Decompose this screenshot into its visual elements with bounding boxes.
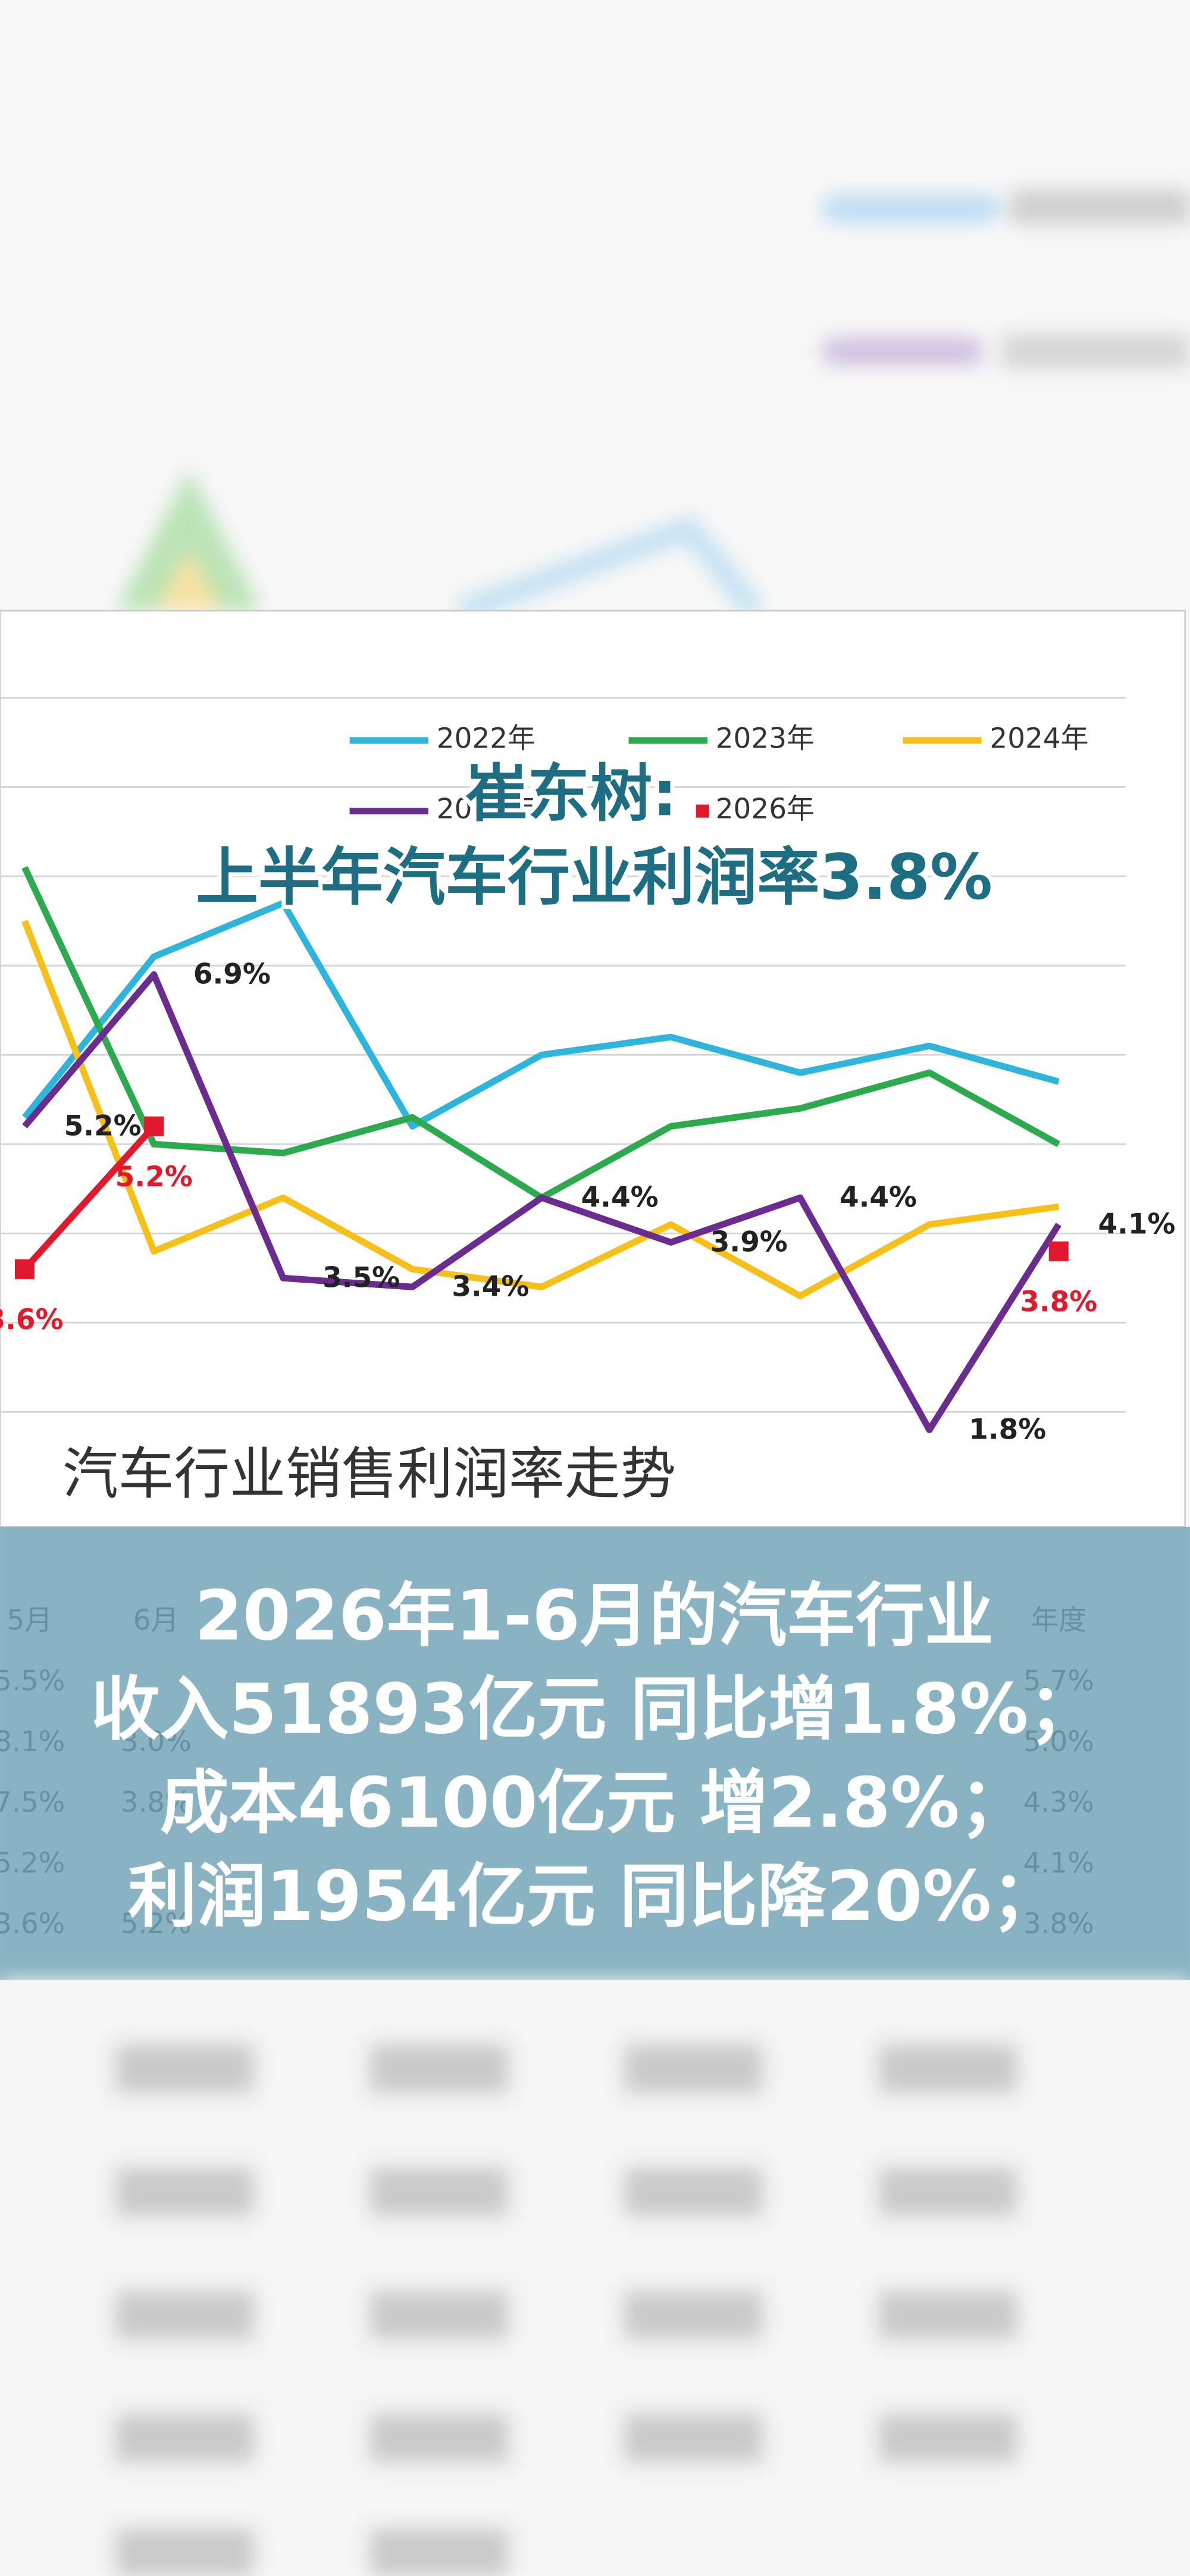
legend: 2022年 2023年 2024年 2025年 2026年 xyxy=(349,723,1089,826)
legend-label: 2024年 xyxy=(989,723,1088,755)
caption-overlay xyxy=(0,1527,1190,1980)
legend-swatch xyxy=(696,804,709,818)
caption-line: 成本46100亿元 增2.8%； xyxy=(160,1763,1029,1843)
point-marker xyxy=(14,1259,35,1279)
data-label: 3.9% xyxy=(710,1226,788,1259)
plot-area: 5.2% 6.9% 3.5% 3.4% 4.4% 3.9% 4.4% 1.8% 4.1% 3.6%… xyxy=(0,865,1175,1446)
legend-label: 2023年 xyxy=(716,723,815,755)
data-label: 6.9% xyxy=(193,958,271,991)
blurred-background xyxy=(0,0,1190,622)
caption-line: 收入51893亿元 同比增1.8%； xyxy=(91,1670,1097,1750)
point-marker xyxy=(144,1116,164,1136)
grid xyxy=(0,696,1126,1413)
legend-label: 2025年 xyxy=(437,793,536,826)
data-label: 1.8% xyxy=(969,1414,1046,1446)
data-label: 4.4% xyxy=(840,1181,917,1214)
data-label: 3.8% xyxy=(1020,1286,1097,1318)
data-label: 3.4% xyxy=(452,1271,529,1303)
blurred-table xyxy=(0,1980,1190,2576)
data-label: 5.2% xyxy=(64,1110,142,1143)
point-marker xyxy=(1048,1241,1069,1261)
legend-label: 2022年 xyxy=(437,723,536,755)
caption-line: 利润1954亿元 同比降20%； xyxy=(128,1856,1060,1937)
headline: 崔东树: xyxy=(465,757,677,830)
data-label: 3.6% xyxy=(0,1303,63,1336)
caption-line: 2026年1-6月的汽车行业 xyxy=(195,1575,994,1656)
chart-title: 上半年汽车行业利润率3.8% xyxy=(196,841,992,914)
series-line xyxy=(22,1124,156,1271)
data-label: 3.5% xyxy=(322,1262,400,1295)
legend-label: 2026年 xyxy=(716,793,815,826)
chart-subtitle: 汽车行业销售利润率走势 xyxy=(62,1442,676,1506)
data-label: 4.4% xyxy=(581,1181,659,1214)
data-label: 5.2% xyxy=(115,1161,193,1193)
data-label: 4.1% xyxy=(1098,1208,1175,1241)
